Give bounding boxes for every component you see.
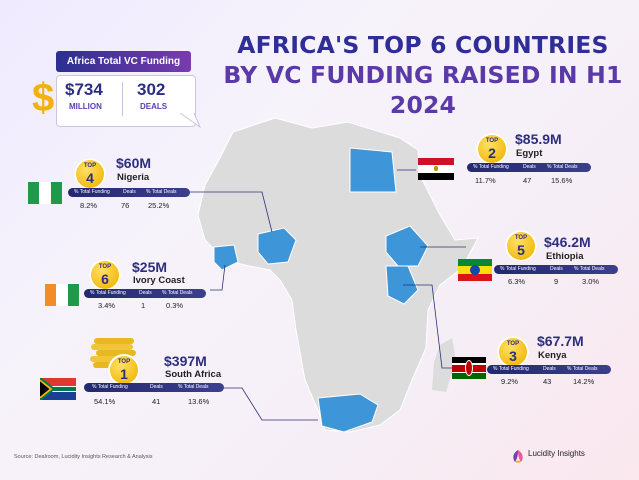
rank-2: 2 [488, 145, 496, 161]
title-line-2: BY VC FUNDING RAISED IN H1 2024 [223, 61, 623, 119]
total-funding-card: $734 MILLION 302 DEALS [56, 75, 196, 127]
kenya-name: Kenya [538, 350, 567, 361]
south-africa-flag [40, 378, 76, 400]
rank-1: 1 [120, 366, 128, 382]
rank-6: 6 [101, 271, 109, 287]
egypt-shape [349, 147, 397, 193]
connector-ivory-coast [210, 264, 226, 291]
nigeria-flag [28, 182, 62, 204]
kenya-funding: $67.7M [537, 333, 584, 349]
ethiopia-shape [385, 225, 429, 267]
total-funding-unit: MILLION [69, 102, 102, 111]
ethiopia-flag [458, 259, 492, 281]
connector-kenya [403, 284, 454, 369]
total-funding-header: Africa Total VC Funding [56, 51, 191, 72]
badge-rank-3: TOP 3 [497, 336, 529, 368]
connector-nigeria [190, 191, 273, 233]
ivory-coast-funding: $25M [132, 259, 168, 275]
ivory-coast-flag [45, 284, 79, 306]
ivory-coast-shape [213, 244, 239, 271]
dollar-icon: $ [32, 76, 55, 120]
rank-3: 3 [509, 348, 517, 364]
ethiopia-name: Ethiopia [546, 251, 584, 262]
page-title: AFRICA'S TOP 6 COUNTRIES BY VC FUNDING R… [218, 30, 628, 120]
rank-5: 5 [517, 242, 525, 258]
badge-rank-4: TOP 4 [74, 158, 106, 190]
total-deals-value: 302 [137, 80, 166, 99]
egypt-labels: % Total Funding Deals % Total Deals [467, 163, 591, 172]
total-funding-value: $734 [65, 80, 103, 99]
south-africa-labels: % Total Funding Deals % Total Deals [84, 383, 224, 392]
nigeria-funding: $60M [116, 155, 152, 171]
lucidity-logo-icon [511, 449, 525, 468]
nigeria-labels: % Total Funding Deals % Total Deals [68, 188, 190, 197]
egypt-funding: $85.9M [515, 131, 562, 147]
brand-name: Lucidity Insights [528, 449, 585, 458]
south-africa-funding: $397M [164, 353, 207, 369]
egypt-name: Egypt [516, 148, 543, 159]
nigeria-name: Nigeria [117, 172, 150, 183]
badge-rank-2: TOP 2 [476, 133, 508, 165]
madagascar [432, 338, 456, 392]
source-note: Source: Dealroom, Lucidity Insights Rese… [14, 454, 153, 460]
south-africa-name: South Africa [165, 369, 222, 380]
connector-south-africa [224, 387, 318, 421]
total-funding-box: Africa Total VC Funding $ $734 MILLION 3… [28, 51, 202, 133]
badge-rank-6: TOP 6 [89, 259, 121, 291]
title-line-1: AFRICA'S TOP 6 COUNTRIES [237, 31, 609, 59]
kenya-flag [452, 357, 486, 379]
ethiopia-funding: $46.2M [544, 234, 591, 250]
ethiopia-labels: % Total Funding Deals % Total Deals [494, 265, 618, 274]
callout-tail [180, 113, 202, 129]
south-africa-shape [317, 393, 379, 433]
ivory-coast-labels: % Total Funding Deals % Total Deals [84, 289, 206, 298]
kenya-labels: % Total Funding Deals % Total Deals [487, 365, 611, 374]
egypt-flag [418, 158, 454, 180]
total-divider [122, 82, 123, 116]
total-deals-unit: DEALS [140, 102, 168, 111]
kenya-shape [385, 265, 419, 305]
badge-rank-5: TOP 5 [505, 230, 537, 262]
rank-4: 4 [86, 170, 94, 186]
nigeria-shape [257, 227, 297, 265]
ivory-coast-name: Ivory Coast [133, 275, 185, 286]
badge-rank-1: TOP 1 [108, 354, 140, 386]
